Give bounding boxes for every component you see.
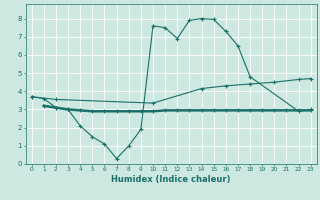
X-axis label: Humidex (Indice chaleur): Humidex (Indice chaleur) xyxy=(111,175,231,184)
